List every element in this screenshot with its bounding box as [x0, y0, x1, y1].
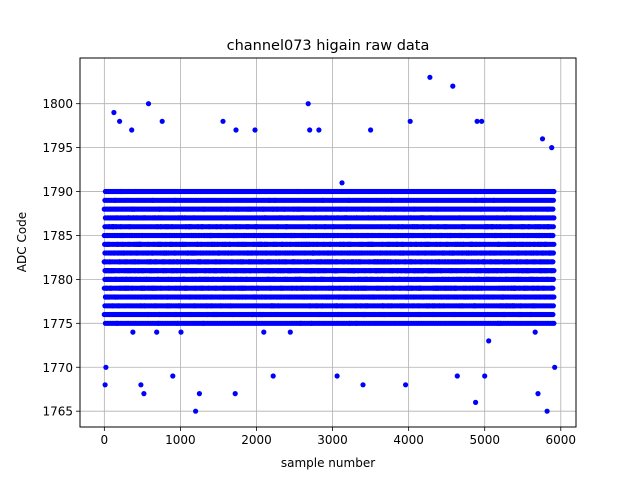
data-point	[339, 180, 345, 186]
data-point	[261, 329, 267, 335]
data-point	[551, 268, 557, 274]
data-point	[550, 311, 556, 318]
data-point	[550, 276, 557, 282]
data-point	[178, 329, 184, 335]
data-point	[551, 320, 557, 326]
data-point	[550, 232, 556, 239]
data-point	[551, 241, 557, 247]
data-point	[550, 303, 557, 309]
data-point	[550, 259, 556, 265]
data-point	[550, 285, 556, 291]
data-point	[130, 329, 136, 335]
data-points	[101, 74, 558, 414]
data-point	[550, 250, 557, 256]
data-point	[287, 329, 293, 335]
data-point	[551, 294, 557, 300]
data-point	[551, 215, 557, 221]
data-point	[550, 224, 557, 230]
data-point	[532, 329, 538, 335]
data-point	[486, 338, 492, 344]
data-point	[154, 329, 160, 335]
